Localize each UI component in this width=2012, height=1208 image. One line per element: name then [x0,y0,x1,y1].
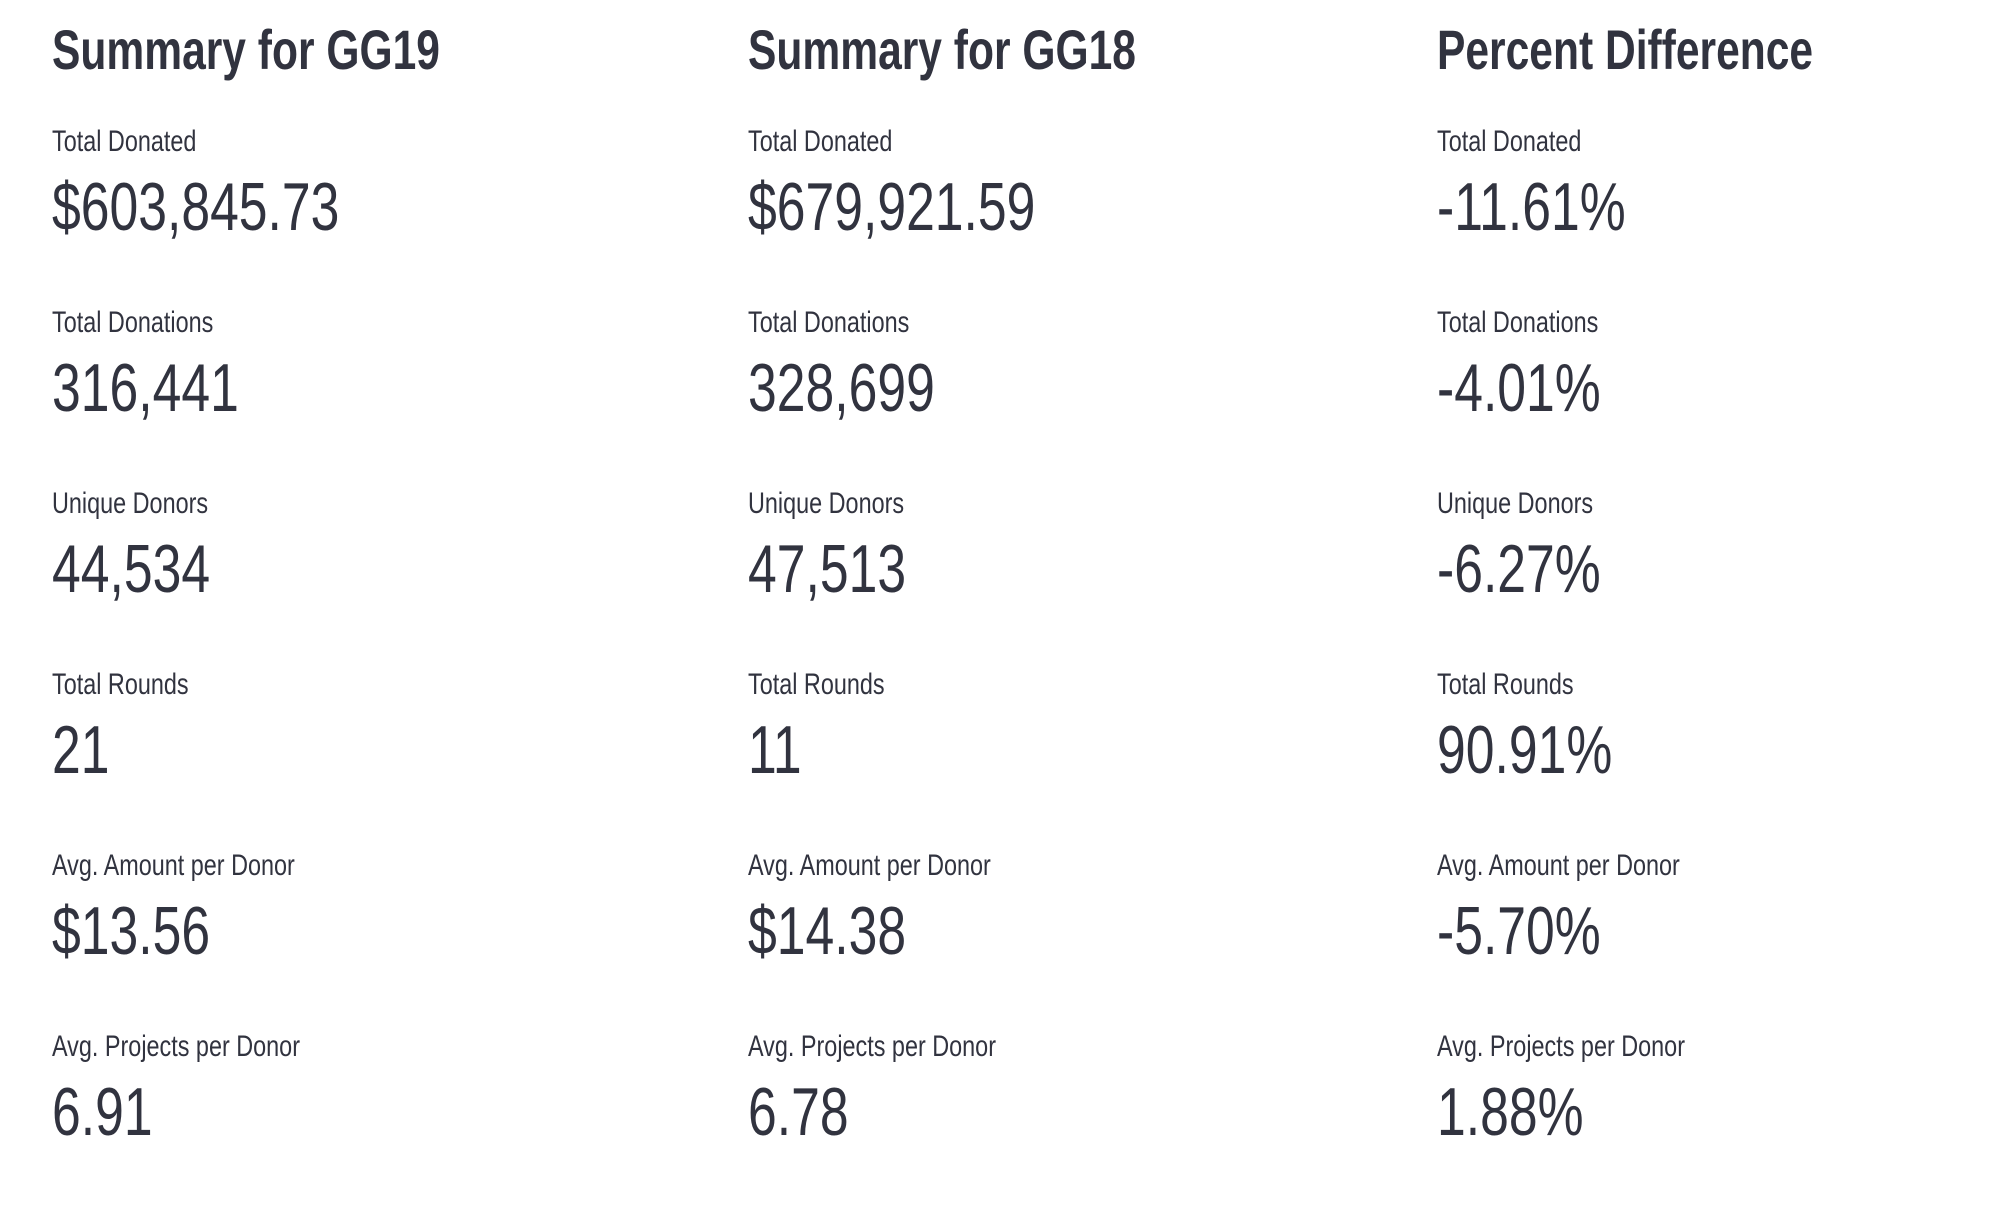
metric-diff-avg-amount-per-donor: Avg. Amount per Donor -5.70% [1437,846,2012,974]
metric-value: 44,534 [52,531,211,607]
metric-gg18-avg-amount-per-donor: Avg. Amount per Donor $14.38 [748,846,1437,974]
metric-value: $14.38 [748,893,907,969]
metric-diff-unique-donors: Unique Donors -6.27% [1437,484,2012,612]
metric-label: Avg. Amount per Donor [748,849,991,882]
metric-diff-total-donations: Total Donations -4.01% [1437,303,2012,431]
metric-value: 90.91% [1437,712,1613,788]
metric-label: Avg. Amount per Donor [1437,849,1680,882]
metric-label: Unique Donors [52,487,209,520]
metric-gg19-total-rounds: Total Rounds 21 [52,665,748,793]
metric-value: -4.01% [1437,350,1601,426]
summary-column-gg18: Summary for GG18 Total Donated $679,921.… [748,14,1437,1208]
column-title-percent-difference: Percent Difference [1437,18,1814,81]
metric-gg18-unique-donors: Unique Donors 47,513 [748,484,1437,612]
metric-label: Total Rounds [1437,668,1574,701]
metric-value: 1.88% [1437,1074,1584,1150]
metric-diff-total-donated: Total Donated -11.61% [1437,122,2012,250]
metric-label: Total Rounds [52,668,189,701]
summary-column-percent-difference: Percent Difference Total Donated -11.61%… [1437,14,2012,1208]
summary-column-gg19: Summary for GG19 Total Donated $603,845.… [52,14,748,1208]
metric-label: Avg. Projects per Donor [1437,1030,1685,1063]
metric-label: Total Donations [748,306,910,339]
metric-gg19-total-donated: Total Donated $603,845.73 [52,122,748,250]
metric-value: 11 [748,712,802,788]
column-title-gg19: Summary for GG19 [52,18,440,81]
metric-value: -5.70% [1437,893,1601,969]
metric-gg19-avg-amount-per-donor: Avg. Amount per Donor $13.56 [52,846,748,974]
metric-value: $13.56 [52,893,211,969]
metric-label: Avg. Projects per Donor [52,1030,300,1063]
metric-gg18-total-donations: Total Donations 328,699 [748,303,1437,431]
metric-gg19-total-donations: Total Donations 316,441 [52,303,748,431]
metrics-dashboard: Summary for GG19 Total Donated $603,845.… [52,18,1813,1150]
metric-value: $603,845.73 [52,169,340,245]
metric-gg19-unique-donors: Unique Donors 44,534 [52,484,748,612]
metric-label: Total Donated [748,125,893,158]
metric-value: 6.78 [748,1074,849,1150]
metric-value: $679,921.59 [748,169,1036,245]
metric-value: 21 [52,712,110,788]
metric-value: 328,699 [748,350,935,426]
metric-value: 316,441 [52,350,239,426]
metric-label: Unique Donors [748,487,905,520]
metric-label: Total Donated [1437,125,1582,158]
metric-label: Total Donations [52,306,214,339]
metric-value: 47,513 [748,531,907,607]
metric-label: Avg. Projects per Donor [748,1030,996,1063]
metric-gg18-total-rounds: Total Rounds 11 [748,665,1437,793]
metric-gg18-total-donated: Total Donated $679,921.59 [748,122,1437,250]
metric-diff-avg-projects-per-donor: Avg. Projects per Donor 1.88% [1437,1027,2012,1155]
metric-value: 6.91 [52,1074,153,1150]
metric-gg19-avg-projects-per-donor: Avg. Projects per Donor 6.91 [52,1027,748,1155]
metric-label: Unique Donors [1437,487,1594,520]
metric-gg18-avg-projects-per-donor: Avg. Projects per Donor 6.78 [748,1027,1437,1155]
metric-label: Total Donations [1437,306,1599,339]
column-title-gg18: Summary for GG18 [748,18,1136,81]
metric-label: Total Donated [52,125,197,158]
metric-label: Total Rounds [748,668,885,701]
metric-value: -6.27% [1437,531,1601,607]
metric-diff-total-rounds: Total Rounds 90.91% [1437,665,2012,793]
metric-value: -11.61% [1437,169,1626,245]
metric-label: Avg. Amount per Donor [52,849,295,882]
